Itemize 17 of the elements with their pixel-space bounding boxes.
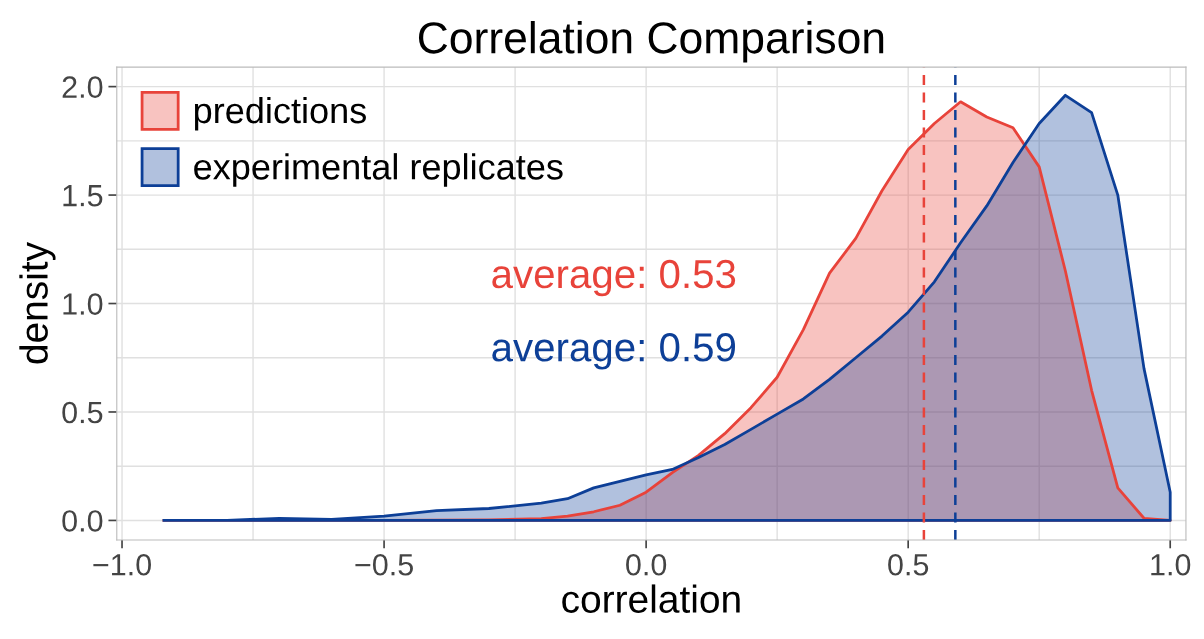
annotation: average: 0.53 (492, 259, 736, 297)
y-tick-label: 1.0 (63, 293, 103, 315)
x-tick-label: 0.5 (888, 553, 929, 576)
x-tick-label: −1.0 (93, 553, 151, 576)
legend-label: predictions (194, 96, 366, 131)
y-axis-title: density (19, 241, 56, 364)
x-tick-label: 1.0 (1151, 553, 1191, 576)
annotation: average: 0.59 (492, 333, 736, 370)
y-tick-label: 0.0 (62, 510, 103, 532)
chart-title: Correlation Comparison (418, 21, 884, 63)
x-tick-label: −0.5 (355, 553, 413, 576)
y-tick-label: 1.5 (63, 185, 103, 207)
legend-label: experimental replicates (194, 153, 563, 187)
x-tick-label: 0.0 (626, 553, 667, 576)
x-axis-title: correlation (562, 584, 740, 613)
y-tick-label: 0.5 (62, 401, 103, 424)
y-tick-label: 2.0 (62, 76, 103, 98)
